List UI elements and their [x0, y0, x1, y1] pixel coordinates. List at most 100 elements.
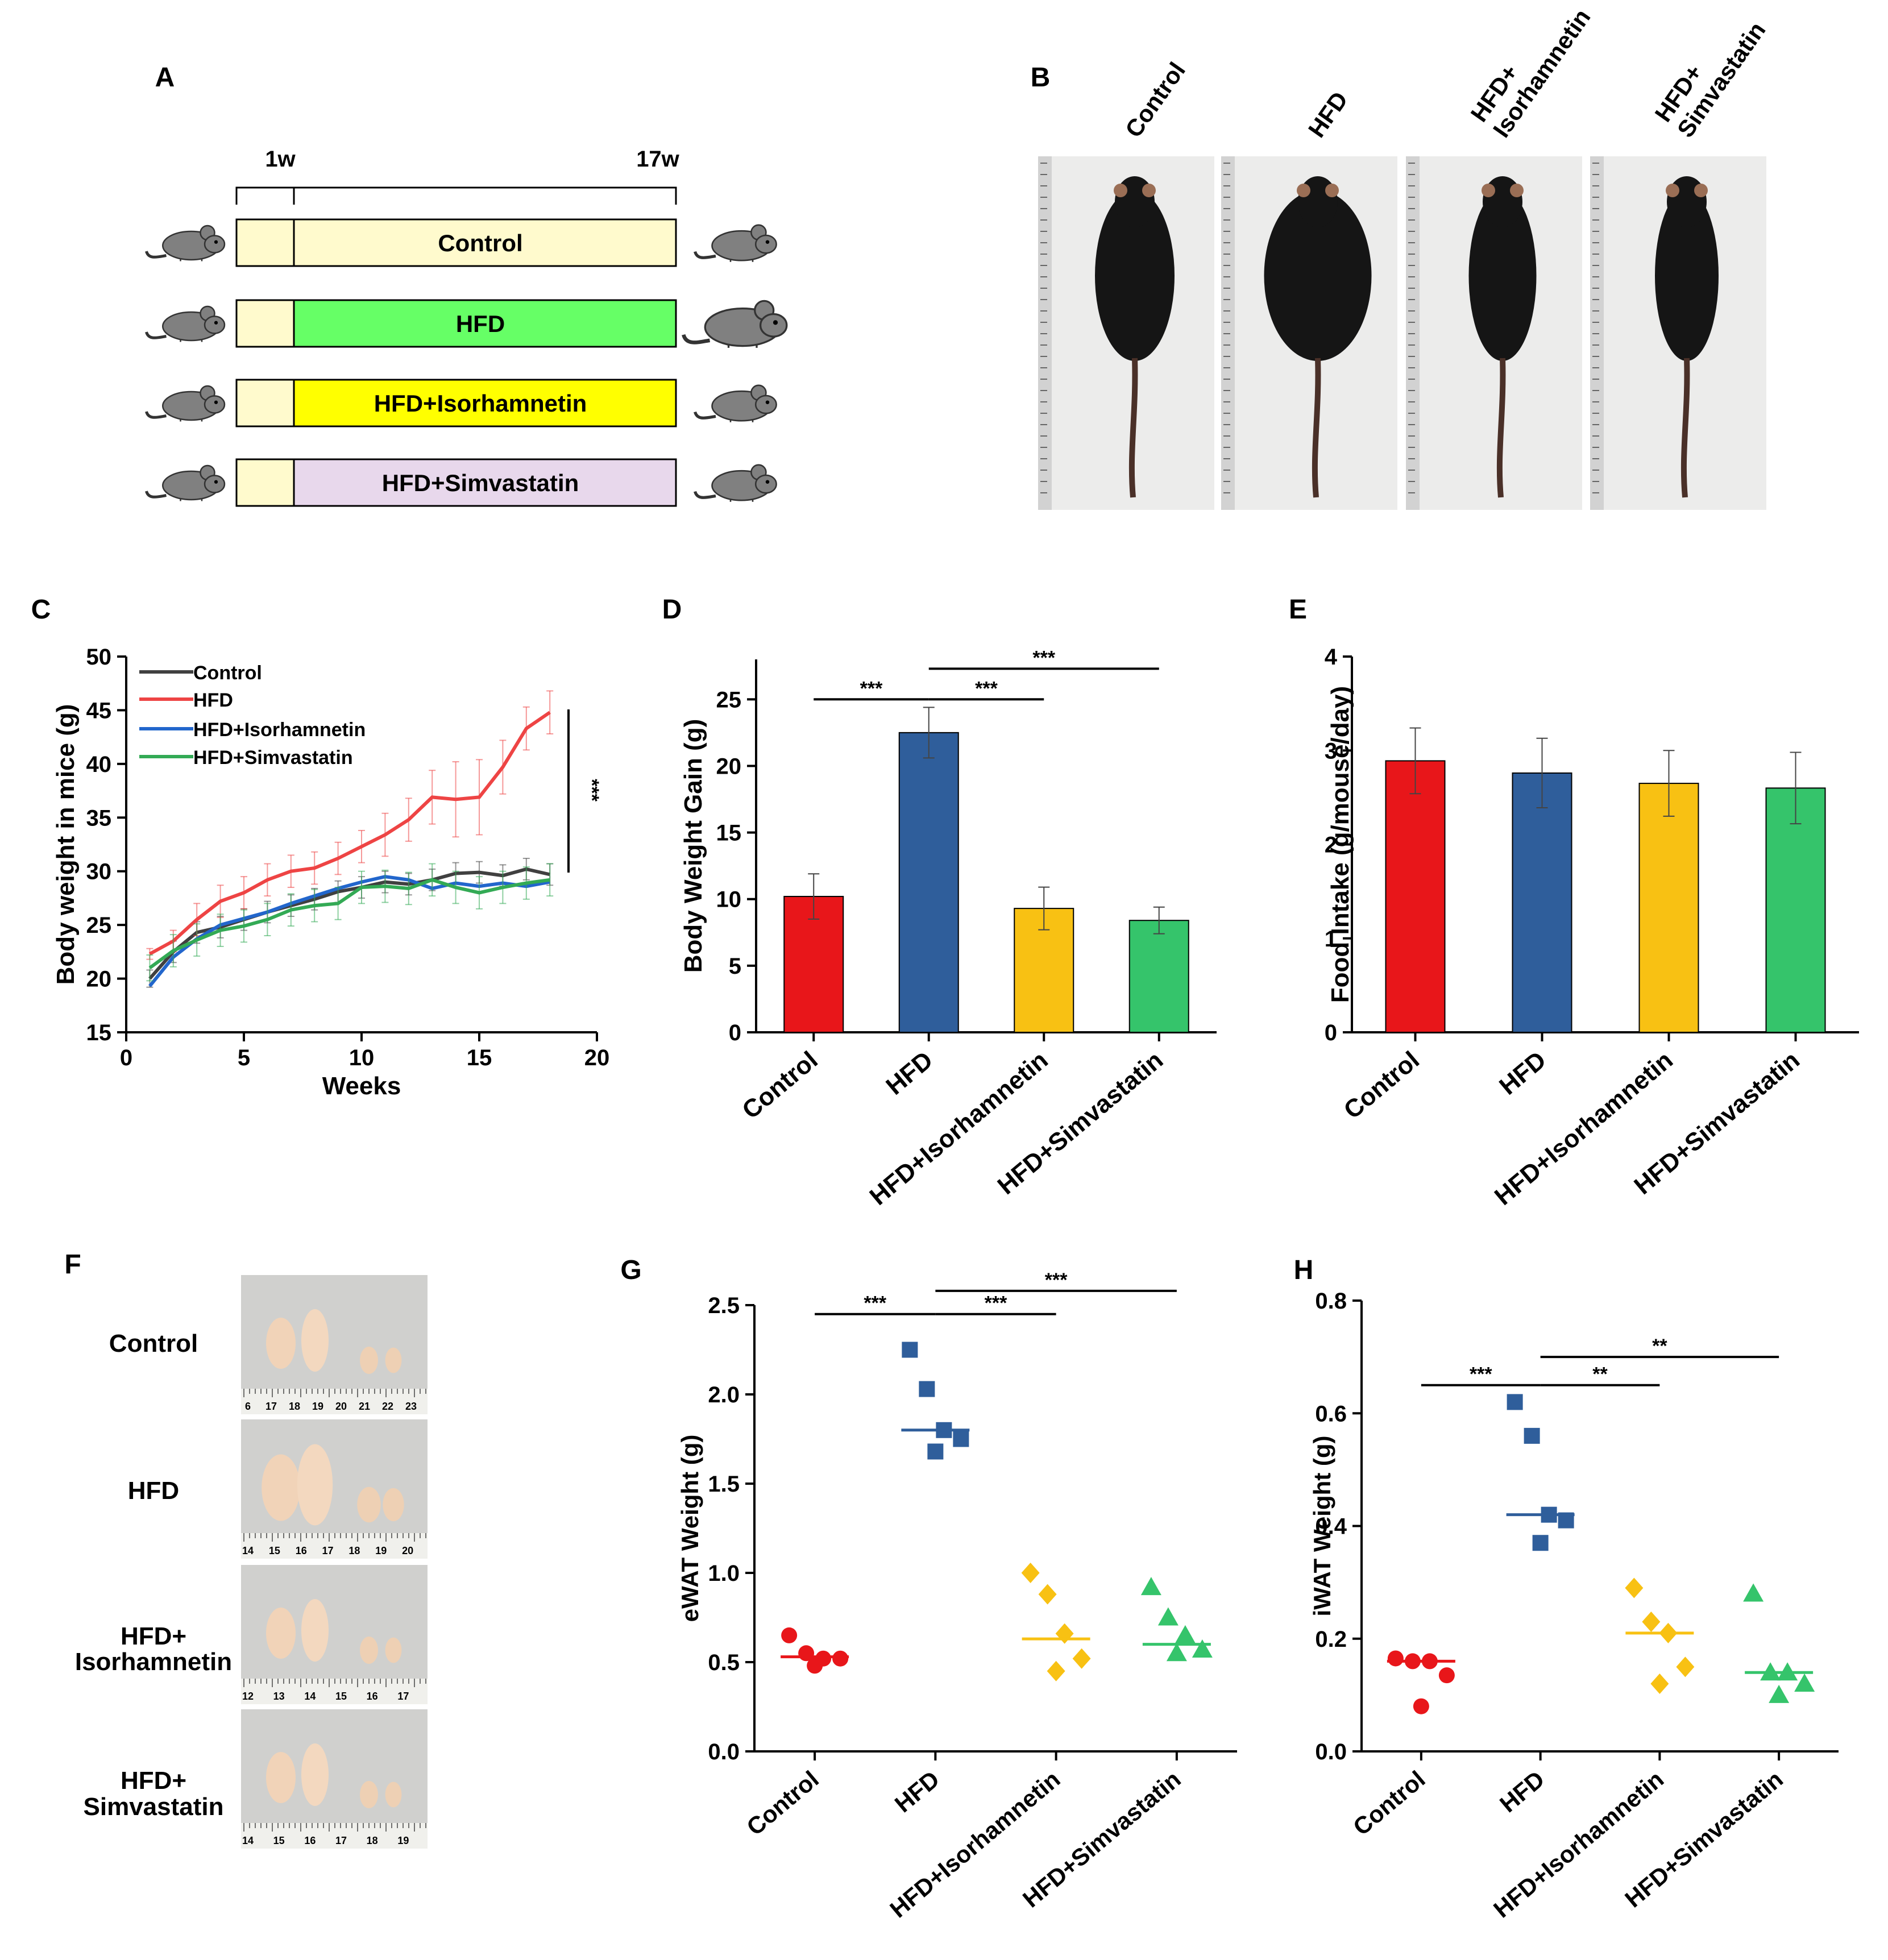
panel-a: A 1w 17w Control HFD HFD+Isorhamnetin HFD+S…	[145, 63, 788, 507]
ruler-number: 15	[273, 1835, 285, 1846]
data-point	[1192, 1639, 1213, 1658]
significance-label: ***	[1045, 1269, 1068, 1291]
ruler-number: 19	[375, 1545, 387, 1556]
treatment-label: HFD+Simvastatin	[382, 470, 579, 496]
significance-label: ***	[985, 1293, 1007, 1314]
bar	[1128, 920, 1189, 1033]
bar	[1385, 760, 1446, 1033]
mouse-ear	[1666, 184, 1679, 197]
ruler-number: 17	[322, 1545, 334, 1556]
mouse-head	[759, 313, 788, 338]
panel-label: D	[662, 595, 682, 625]
ruler-number: 15	[269, 1545, 280, 1556]
data-point	[1166, 1643, 1187, 1662]
y-tick-label: 4	[1325, 645, 1338, 670]
treatment-label: HFD+Isorhamnetin	[374, 390, 587, 417]
panel-b-label: B	[1031, 63, 1051, 93]
mouse-eye	[765, 480, 770, 484]
data-point	[1438, 1667, 1455, 1684]
y-tick-label: 1.0	[708, 1561, 740, 1586]
y-tick-label: 0.4	[1315, 1514, 1347, 1539]
fat-pad	[360, 1637, 378, 1664]
panel-f-label: F	[64, 1249, 81, 1280]
y-tick-label: 40	[86, 752, 112, 777]
fat-row-label: HFD+	[121, 1622, 186, 1650]
y-tick-label: 0.0	[1315, 1739, 1347, 1764]
mouse-ear	[1297, 184, 1310, 197]
y-tick-label: 1.5	[708, 1472, 740, 1497]
treatment-box	[293, 379, 677, 427]
data-point	[1038, 1584, 1057, 1605]
data-point	[1157, 1607, 1179, 1626]
x-tick-label: 0	[120, 1045, 132, 1070]
fat-pad	[385, 1637, 402, 1663]
fat-row-label: Control	[109, 1330, 198, 1357]
mouse-body	[1264, 190, 1372, 361]
data-point	[1021, 1563, 1040, 1583]
data-point	[1524, 1427, 1540, 1444]
significance-label: **	[1592, 1364, 1608, 1385]
mouse-eye	[214, 480, 218, 484]
y-tick-label: 35	[86, 805, 112, 830]
significance-label: ***	[1032, 647, 1055, 668]
fat-row-label: Simvastatin	[84, 1793, 224, 1821]
mouse-ear	[1482, 184, 1495, 197]
significance-label: **	[1652, 1335, 1667, 1357]
mouse-tail	[694, 411, 716, 420]
y-tick-label: 0	[729, 1020, 741, 1045]
fat-row-label: HFD	[128, 1477, 179, 1505]
ruler-number: 21	[359, 1401, 370, 1412]
mouse-icon-start	[145, 225, 226, 261]
mouse-head	[204, 395, 226, 414]
mouse-icon-start	[145, 464, 226, 501]
photo-header: HFD	[1303, 86, 1353, 142]
ruler-number: 14	[242, 1545, 254, 1556]
data-point	[832, 1650, 849, 1667]
data-point	[1140, 1577, 1161, 1596]
mouse-icon-start	[145, 385, 226, 422]
ruler-number: 20	[335, 1401, 347, 1412]
fat-pad	[266, 1318, 296, 1369]
mouse-ear	[1114, 184, 1127, 197]
data-point	[1532, 1535, 1549, 1551]
fat-pad	[262, 1454, 300, 1521]
data-point	[1175, 1625, 1196, 1643]
x-category-label: Control	[1339, 1046, 1425, 1124]
photo-header: HFD+Simvastatin	[1650, 17, 1771, 142]
data-point	[1072, 1648, 1091, 1669]
data-point	[919, 1381, 935, 1397]
panel-a-label: A	[155, 63, 175, 93]
significance-label: ***	[1470, 1364, 1492, 1385]
ruler-number: 17	[265, 1401, 277, 1412]
ruler-number: 17	[335, 1835, 347, 1846]
y-tick-label: 0.8	[1315, 1289, 1347, 1314]
data-point	[1743, 1583, 1764, 1602]
mouse-icon-end	[694, 224, 777, 262]
fat-pad	[360, 1347, 378, 1374]
mouse-icon-end	[694, 384, 777, 422]
mouse-eye	[773, 320, 778, 325]
mouse-head	[204, 475, 226, 493]
fat-pad	[266, 1608, 296, 1659]
prefeed-box	[235, 299, 295, 348]
y-tick-label: 2.0	[708, 1382, 740, 1407]
data-point	[1642, 1612, 1661, 1633]
panel-b: B Control HFD HFD+Isorhamnetin HFD+Simvasta…	[1031, 4, 1771, 510]
mouse-tail	[145, 251, 167, 259]
photo-header: HFD+Isorhamnetin	[1466, 4, 1596, 142]
fat-pad	[297, 1444, 333, 1526]
photo-header: Control	[1120, 57, 1190, 142]
mouse-tail	[682, 334, 711, 344]
significance-label: ***	[860, 678, 883, 699]
ruler-number: 20	[402, 1545, 413, 1556]
fat-pad	[266, 1752, 296, 1803]
treatment-box	[293, 218, 677, 267]
y-axis-title: Body Weight Gain (g)	[679, 719, 707, 973]
timeline-start-label: 1w	[265, 147, 296, 172]
ruler-number: 19	[312, 1401, 323, 1412]
data-point	[1625, 1577, 1644, 1598]
mouse-tail	[1496, 358, 1506, 498]
bar	[898, 732, 959, 1033]
mouse-tail	[145, 491, 167, 499]
